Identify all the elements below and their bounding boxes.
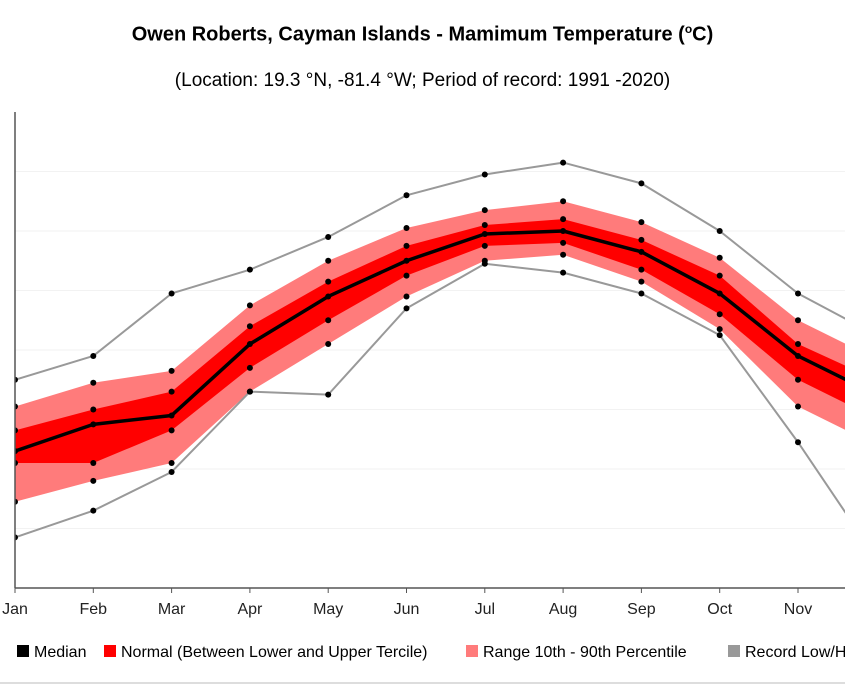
x-tick-label: Jan [2, 601, 28, 618]
data-point-p10 [638, 278, 645, 285]
data-point-record-low [246, 388, 253, 395]
x-tick-label: Feb [80, 601, 108, 618]
data-point-p90 [168, 367, 175, 374]
data-point-p10 [560, 251, 567, 258]
range-10-90-band [15, 201, 845, 502]
data-point-record-high [560, 159, 567, 166]
data-point-lower-tercile [795, 376, 801, 383]
data-point-median [90, 421, 97, 428]
legend-median-label: Median [34, 644, 86, 661]
data-point-lower-tercile [716, 311, 723, 318]
data-point-upper-tercile [90, 406, 97, 413]
data-point-upper-tercile [403, 242, 410, 249]
data-point-median [168, 412, 175, 419]
x-tick-label: Apr [237, 601, 263, 618]
data-point-median [325, 293, 332, 300]
data-point-record-high [325, 233, 332, 240]
data-point-p90 [403, 225, 410, 232]
data-point-record-low [168, 468, 175, 475]
legend-normal-label: Normal (Between Lower and Upper Tercile) [121, 644, 428, 661]
median-line [15, 229, 845, 453]
legend-median-swatch [17, 645, 29, 657]
record-low-line [15, 262, 845, 539]
data-point-upper-tercile [168, 388, 175, 395]
data-point-p90 [90, 379, 97, 386]
chart-title: Owen Roberts, Cayman Islands - Mamimum T… [131, 22, 714, 46]
data-point-median [638, 248, 645, 255]
data-point-p90 [795, 317, 801, 324]
data-point-lower-tercile [90, 460, 97, 467]
data-point-record-low [325, 391, 332, 398]
x-tick-label: Jun [394, 601, 420, 618]
data-point-p90 [716, 254, 723, 261]
data-point-median [716, 290, 723, 297]
data-point-p90 [481, 207, 488, 214]
x-tick-label: May [313, 601, 343, 618]
data-point-median [481, 230, 488, 237]
data-point-record-high [90, 352, 97, 359]
data-point-record-low [638, 290, 645, 297]
legend-record-swatch [728, 645, 740, 657]
data-point-median [795, 352, 801, 359]
data-point-upper-tercile [325, 278, 332, 285]
data-point-record-low [481, 260, 488, 267]
legend-record-label: Record Low/High [745, 644, 845, 661]
data-point-p10 [403, 293, 410, 300]
data-point-p90 [638, 219, 645, 226]
data-point-record-low [90, 507, 97, 514]
x-tick-label: Sep [627, 601, 656, 618]
data-point-p10 [90, 477, 97, 484]
chart-subtitle: (Location: 19.3 °N, -81.4 °W; Period of … [174, 70, 671, 91]
legend-range-label: Range 10th - 90th Percentile [483, 644, 687, 661]
data-point-record-high [246, 266, 253, 273]
data-point-lower-tercile [403, 272, 410, 279]
x-tick-label: Oct [707, 601, 732, 618]
data-point-upper-tercile [246, 323, 253, 330]
data-point-lower-tercile [560, 239, 567, 246]
x-tick-label: Mar [158, 601, 186, 618]
legend: Median Normal (Between Lower and Upper Te… [0, 644, 845, 684]
data-point-upper-tercile [795, 341, 801, 348]
data-point-record-low [795, 439, 801, 446]
data-point-record-high [481, 171, 488, 178]
x-tick-label: Nov [784, 601, 812, 618]
data-point-record-low [403, 305, 410, 312]
data-point-record-low [716, 332, 723, 339]
data-point-record-high [638, 180, 645, 187]
data-point-p90 [325, 257, 332, 264]
data-point-record-high [168, 290, 175, 297]
data-point-upper-tercile [481, 222, 488, 229]
data-point-record-high [716, 228, 723, 234]
legend-normal-swatch [104, 645, 116, 657]
data-point-lower-tercile [481, 242, 488, 249]
data-point-p10 [716, 326, 723, 333]
data-point-lower-tercile [638, 266, 645, 273]
data-point-p10 [795, 403, 801, 410]
data-point-p10 [168, 460, 175, 467]
data-point-median [560, 228, 567, 234]
data-point-record-high [403, 192, 410, 199]
normal-tercile-band [15, 219, 845, 464]
data-point-upper-tercile [716, 272, 723, 279]
legend-range-swatch [466, 645, 478, 657]
data-point-record-low [560, 269, 567, 276]
data-point-p90 [246, 302, 253, 309]
data-point-upper-tercile [560, 216, 567, 223]
data-point-lower-tercile [246, 364, 253, 371]
data-point-median [403, 257, 410, 264]
x-tick-label: Aug [549, 601, 577, 618]
data-point-lower-tercile [168, 427, 175, 434]
data-point-median [246, 341, 253, 348]
data-point-p10 [325, 341, 332, 348]
data-point-upper-tercile [638, 236, 645, 243]
x-tick-label: Jul [475, 601, 495, 618]
data-point-lower-tercile [325, 317, 332, 324]
data-point-p90 [560, 198, 567, 205]
data-point-record-high [795, 290, 801, 297]
record-high-line [15, 161, 845, 381]
